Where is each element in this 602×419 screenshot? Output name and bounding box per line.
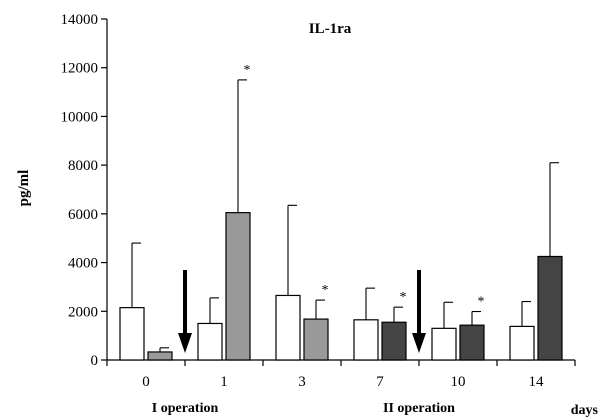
x-tick-label: 0 bbox=[142, 374, 150, 390]
x-tick-label: 7 bbox=[376, 374, 384, 390]
significance-star: * bbox=[244, 63, 251, 78]
bar bbox=[197, 322, 223, 361]
bar bbox=[537, 255, 563, 361]
y-tick-label: 6000 bbox=[68, 207, 98, 223]
x-tick-label: 1 bbox=[220, 374, 228, 390]
operation-arrow-head bbox=[412, 333, 426, 353]
operation-label: I operation bbox=[152, 401, 219, 416]
operation-arrow-head bbox=[178, 333, 192, 353]
bar bbox=[353, 319, 379, 361]
bar bbox=[459, 324, 485, 361]
bar bbox=[225, 212, 251, 361]
significance-star: * bbox=[400, 290, 407, 305]
y-axis-label: pg/ml bbox=[16, 170, 32, 207]
y-tick-label: 12000 bbox=[61, 61, 99, 77]
y-tick-label: 2000 bbox=[68, 304, 98, 320]
y-tick-label: 0 bbox=[91, 353, 99, 369]
chart-title: IL-1ra bbox=[309, 21, 352, 37]
bar-series: * * * * bbox=[119, 63, 563, 361]
y-axis: 0 2000 4000 6000 8000 10000 12000 14000 bbox=[61, 12, 108, 369]
significance-star: * bbox=[478, 295, 485, 310]
y-tick-label: 10000 bbox=[61, 109, 99, 125]
x-axis: 0 1 3 7 10 14 bbox=[106, 359, 576, 390]
x-axis-label: days bbox=[571, 403, 599, 418]
bar bbox=[381, 321, 407, 361]
x-tick-label: 3 bbox=[298, 374, 306, 390]
bar bbox=[119, 307, 145, 361]
bar bbox=[431, 327, 457, 361]
x-tick-label: 14 bbox=[529, 374, 545, 390]
significance-star: * bbox=[322, 283, 329, 298]
bar bbox=[147, 351, 173, 361]
bar bbox=[303, 318, 329, 361]
y-tick-label: 4000 bbox=[68, 256, 98, 272]
operation-annotations: I operation II operation bbox=[152, 270, 455, 416]
y-tick-label: 8000 bbox=[68, 158, 98, 174]
operation-label: II operation bbox=[383, 401, 455, 416]
y-tick-label: 14000 bbox=[61, 12, 99, 28]
bar bbox=[275, 294, 301, 361]
x-tick-label: 10 bbox=[451, 374, 466, 390]
bar bbox=[509, 325, 535, 361]
